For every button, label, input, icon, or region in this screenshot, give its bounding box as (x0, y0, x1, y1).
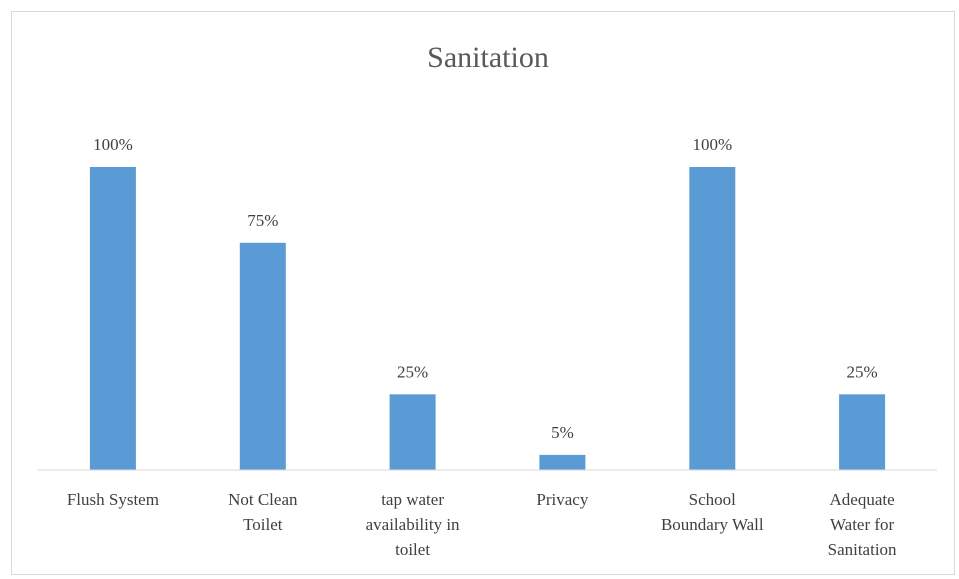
x-tick-label-line: Sanitation (828, 540, 897, 559)
data-labels-group: 100% 75% 25% 5% 100% 25% (93, 135, 878, 442)
data-label-2: 75% (247, 211, 278, 230)
bar-1 (89, 167, 136, 470)
x-tick-label-4: Privacy (536, 490, 588, 509)
x-tick-label-line: Privacy (536, 490, 588, 509)
x-tick-label-2: Not Clean Toilet (228, 490, 298, 534)
x-tick-label-line: Flush System (67, 490, 159, 509)
bar-4 (539, 454, 586, 470)
x-tick-label-line: Boundary Wall (661, 515, 764, 534)
x-tick-label-6: Adequate Water for Sanitation (828, 490, 897, 559)
bar-6 (839, 394, 886, 471)
data-label-6: 25% (847, 362, 878, 381)
x-tick-label-line: Adequate (830, 490, 895, 509)
chart-frame (11, 11, 955, 575)
x-tick-label-line: School (689, 490, 737, 509)
x-tick-label-line: tap water (381, 490, 444, 509)
bar-2 (239, 242, 286, 470)
x-tick-label-line: Not Clean (228, 490, 298, 509)
data-label-5: 100% (692, 135, 732, 154)
bar-3 (389, 394, 436, 471)
x-tick-label-3: tap water availability in toilet (366, 490, 460, 559)
chart-title: Sanitation (427, 41, 549, 74)
x-tick-label-line: toilet (395, 540, 430, 559)
x-tick-label-line: availability in (366, 515, 460, 534)
bar-5 (689, 167, 736, 470)
data-label-4: 5% (551, 423, 574, 442)
data-label-1: 100% (93, 135, 133, 154)
bars-group (89, 167, 886, 471)
x-tick-label-line: Water for (830, 515, 895, 534)
data-label-3: 25% (397, 362, 428, 381)
x-axis-labels-group: Flush System Not Clean Toilet tap water avai… (67, 490, 897, 559)
x-tick-label-1: Flush System (67, 490, 159, 509)
x-tick-label-5: School Boundary Wall (661, 490, 764, 534)
x-tick-label-line: Toilet (243, 515, 283, 534)
